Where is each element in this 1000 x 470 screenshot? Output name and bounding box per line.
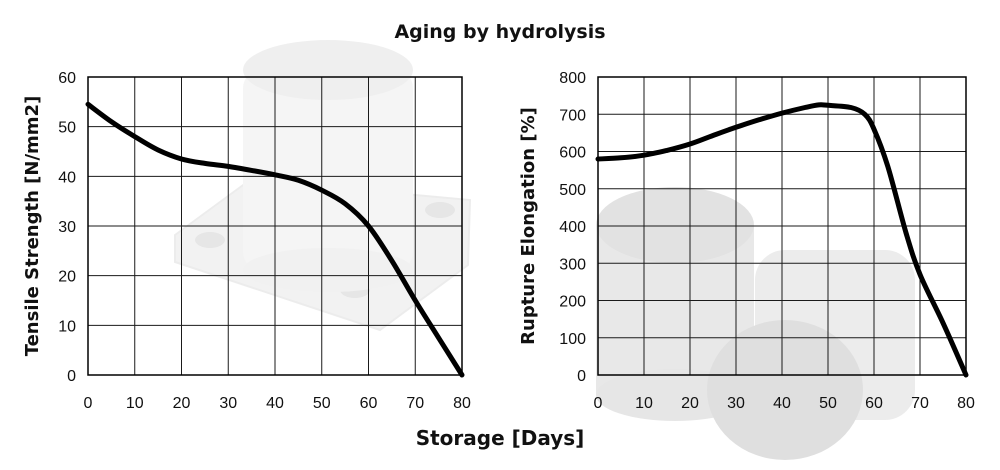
x-tick-label: 80: [453, 395, 471, 412]
plot-frame: [87, 76, 463, 376]
y-tick-label: 30: [58, 219, 76, 236]
y-tick-label: 600: [559, 145, 586, 162]
x-tick-label: 60: [360, 395, 378, 412]
x-tick-label: 30: [727, 395, 745, 412]
x-tick-label: 50: [819, 395, 837, 412]
series-line: [595, 102, 969, 378]
figure-title: Aging by hydrolysis: [394, 21, 605, 43]
y-tick-label: 300: [559, 256, 586, 273]
x-tick-label: 20: [173, 395, 191, 412]
y-tick-label: 700: [559, 107, 586, 124]
tensile-y-axis-label: Tensile Strength [N/mm2]: [22, 96, 43, 357]
x-tick-label: 40: [266, 395, 284, 412]
y-tick-label: 40: [58, 169, 76, 186]
rupture-y-axis-label: Rupture Elongation [%]: [518, 107, 539, 345]
y-tick-label: 500: [559, 182, 586, 199]
bumper-photo-left: [174, 40, 472, 332]
x-tick-label: 10: [635, 395, 653, 412]
y-tick-label: 200: [559, 294, 586, 311]
x-tick-label: 80: [957, 395, 975, 412]
y-tick-label: 50: [58, 120, 76, 137]
y-tick-label: 100: [559, 331, 586, 348]
bumper-photo-right: [596, 187, 915, 460]
x-tick-label: 50: [313, 395, 331, 412]
tensile-strength-chart: Tensile Strength [N/mm2] 0 10 20 30 40 50 60 70…: [22, 70, 471, 412]
y-tick-label: 10: [58, 318, 76, 335]
x-tick-label: 70: [406, 395, 424, 412]
y-tick-label: 800: [559, 70, 586, 87]
x-tick-label: 30: [219, 395, 237, 412]
y-tick-label: 0: [67, 368, 76, 385]
y-tick-label: 20: [58, 269, 76, 286]
y-tick-label: 400: [559, 219, 586, 236]
x-tick-label: 40: [773, 395, 791, 412]
x-axis-label: Storage [Days]: [416, 426, 585, 450]
plot-frame: [597, 76, 967, 376]
x-tick-label: 10: [126, 395, 144, 412]
y-tick-label: 60: [58, 70, 76, 87]
series-line: [85, 101, 465, 378]
x-tick-label: 0: [84, 395, 93, 412]
x-tick-label: 60: [865, 395, 883, 412]
x-tick-label: 20: [681, 395, 699, 412]
x-tick-label: 70: [911, 395, 929, 412]
x-tick-label: 0: [594, 395, 603, 412]
rupture-elongation-chart: Rupture Elongation [%] 0 10 20 30 40 50 60 70 80…: [518, 70, 975, 412]
y-tick-label: 0: [577, 368, 586, 385]
